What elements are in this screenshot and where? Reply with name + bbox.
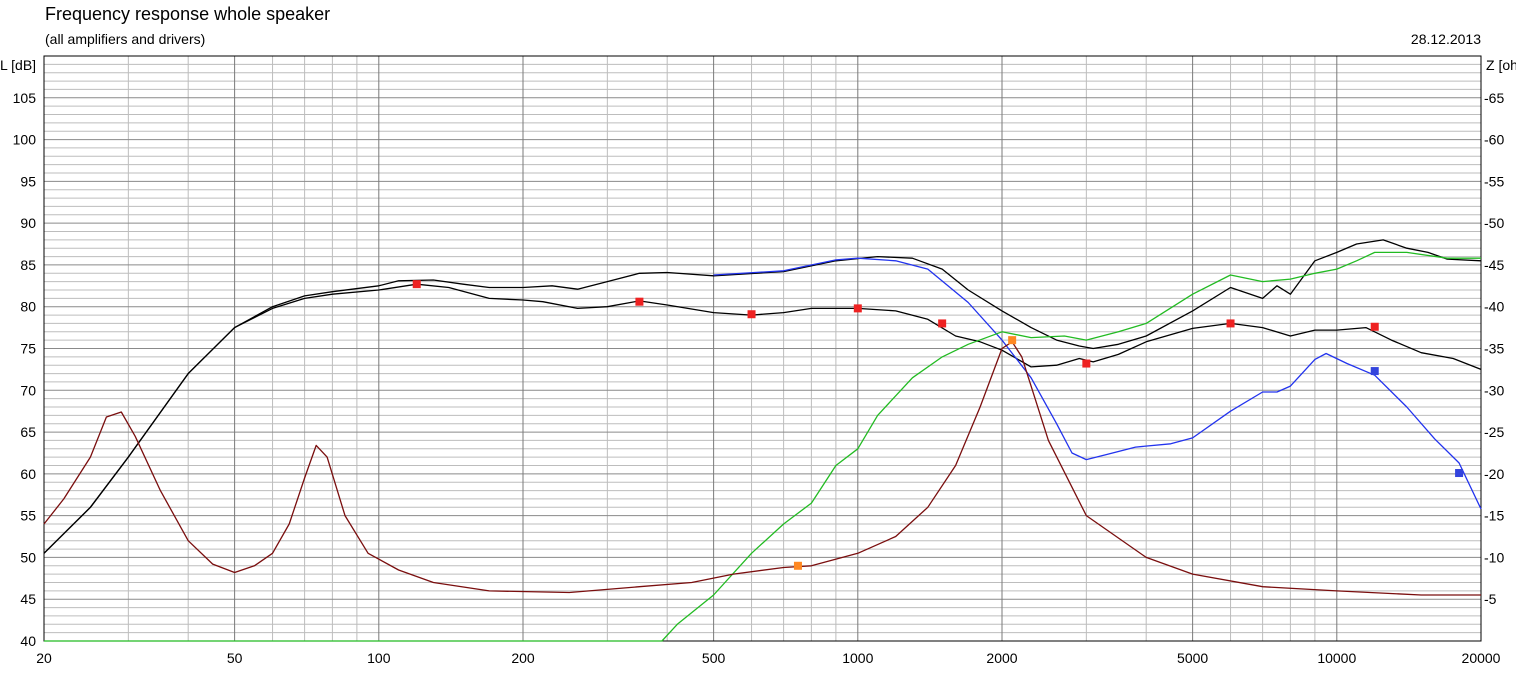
data-marker-1 [412, 280, 421, 289]
y-tick-label: 105 [13, 90, 37, 106]
chart-subtitle: (all amplifiers and drivers) [45, 31, 206, 47]
y2-tick-label: -60 [1484, 132, 1504, 148]
x-tick-label: 20 [36, 650, 52, 666]
y-tick-label: 40 [20, 633, 36, 649]
plot-frame [43, 55, 1482, 642]
y-tick-label: 80 [20, 299, 36, 315]
data-marker-2 [635, 297, 644, 306]
axis-labels: 20 50 100 200 500 1000 2000 5000 10000 20000 40 45 5… [0, 57, 1516, 666]
x-tick-label: 2000 [986, 650, 1017, 666]
y2-tick-label: -55 [1484, 173, 1504, 189]
y2-tick-label: -20 [1484, 466, 1504, 482]
series-line-4 [44, 251, 1481, 642]
series-line-3 [713, 257, 1482, 510]
x-tick-label: 100 [367, 650, 391, 666]
y2-tick-label: -10 [1484, 549, 1504, 565]
data-marker-3 [747, 310, 756, 319]
y-tick-label: 100 [13, 132, 37, 148]
y2-axis-label: Z [oh [1486, 57, 1516, 73]
data-marker-12 [1008, 336, 1017, 345]
x-tick-label: 5000 [1177, 650, 1208, 666]
x-tick-label: 20000 [1462, 650, 1501, 666]
y2-tick-label: -40 [1484, 299, 1504, 315]
y-tick-label: 55 [20, 508, 36, 524]
data-marker-5 [938, 319, 947, 328]
y2-tick-label: -30 [1484, 382, 1504, 398]
series-line-2 [43, 283, 1482, 554]
series-line-5 [43, 341, 1481, 596]
data-marker-4 [853, 304, 862, 313]
y-tick-label: 70 [20, 382, 36, 398]
y-tick-label: 90 [20, 215, 36, 231]
chart-title: Frequency response whole speaker [45, 4, 331, 24]
data-marker-7 [1226, 319, 1235, 328]
data-marker-11 [793, 561, 802, 570]
x-tick-label: 1000 [842, 650, 873, 666]
x-tick-label: 10000 [1317, 650, 1356, 666]
y-tick-label: 45 [20, 591, 36, 607]
data-marker-9 [1370, 367, 1379, 376]
major-grid [44, 56, 1481, 641]
y-tick-label: 95 [20, 173, 36, 189]
x-tick-label: 200 [511, 650, 535, 666]
x-tick-label: 500 [702, 650, 726, 666]
y-axis-label: L [dB] [0, 57, 36, 73]
data-marker-6 [1082, 359, 1091, 368]
data-marker-10 [1455, 469, 1464, 478]
y2-tick-label: -5 [1484, 591, 1497, 607]
y2-tick-label: -45 [1484, 257, 1504, 273]
y-tick-label: 50 [20, 549, 36, 565]
y2-tick-label: -50 [1484, 215, 1504, 231]
x-tick-label: 50 [227, 650, 243, 666]
y-tick-label: 65 [20, 424, 36, 440]
y-tick-label: 75 [20, 341, 36, 357]
y2-tick-label: -25 [1484, 424, 1504, 440]
y2-tick-label: -35 [1484, 341, 1504, 357]
data-marker-8 [1370, 322, 1379, 331]
y2-tick-label: -15 [1484, 508, 1504, 524]
y-tick-label: 60 [20, 466, 36, 482]
y-tick-label: 85 [20, 257, 36, 273]
series-line-1 [43, 239, 1482, 554]
marker-layer [412, 280, 1464, 570]
chart-date: 28.12.2013 [1410, 31, 1481, 47]
y2-tick-label: -65 [1484, 90, 1504, 106]
